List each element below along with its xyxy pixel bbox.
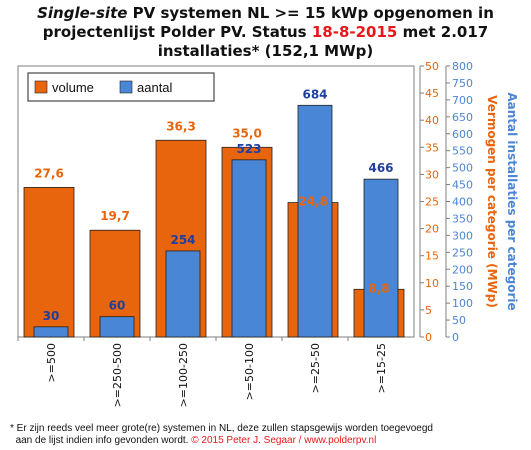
axis-aantal-tick-label: 550: [452, 145, 473, 158]
legend-label-volume: volume: [52, 80, 94, 95]
footnote-line-1: * Er zijn reeds veel meer grote(re) syst…: [10, 423, 433, 434]
axis-volume-tick-label: 5: [425, 304, 432, 317]
footnote: * Er zijn reeds veel meer grote(re) syst…: [10, 423, 525, 447]
legend-swatch-aantal: [119, 80, 133, 94]
axis-aantal-tick-label: 750: [452, 77, 473, 90]
x-tick-label: >=50-100: [243, 343, 256, 400]
axis-volume-tick-label: 40: [425, 114, 439, 127]
axis-volume-tick-label: 30: [425, 168, 439, 181]
axis-aantal-tick-label: 150: [452, 280, 473, 293]
axis-aantal-tick-label: 450: [452, 179, 473, 192]
axis-aantal-tick-label: 200: [452, 263, 473, 276]
data-label-volume: 27,6: [34, 166, 64, 180]
axis-volume-tick-label: 25: [425, 196, 439, 209]
data-label-aantal: 466: [368, 161, 393, 175]
legend-swatch-volume: [34, 80, 48, 94]
data-label-volume: 19,7: [100, 209, 130, 223]
axis-volume-tick-label: 20: [425, 223, 439, 236]
axis-aantal-tick-label: 400: [452, 196, 473, 209]
bar-aantal: [99, 316, 135, 338]
axis-aantal-tick-label: 100: [452, 297, 473, 310]
axis-aantal-tick-label: 250: [452, 246, 473, 259]
footnote-line-2: aan de lijst indien info gevonden wordt.: [15, 435, 192, 446]
x-tick-label: >=500: [45, 343, 58, 382]
data-label-aantal: 684: [302, 87, 327, 101]
axis-volume-tick-label: 45: [425, 87, 439, 100]
title-date: 18-8-2015: [311, 23, 398, 41]
plot-area: [17, 65, 415, 338]
data-label-volume: 8,8: [368, 281, 389, 295]
axis-aantal-tick-label: 500: [452, 162, 473, 175]
data-label-aantal: 523: [236, 142, 261, 156]
bar-aantal: [165, 250, 201, 338]
data-label-aantal: 254: [170, 233, 195, 247]
axis-volume-title: Vermogen per categorie (MWp): [485, 95, 499, 308]
axis-aantal-title: Aantal installaties per categorie: [505, 92, 519, 310]
x-tick-label: >=15-25: [375, 343, 388, 393]
data-label-volume: 36,3: [166, 119, 196, 133]
bar-aantal: [297, 104, 333, 338]
title-tail-part: met 2.017 installaties* (152,1 MWp): [157, 23, 489, 60]
title-main-part: PV systemen NL >= 15 kWp opgenomen in pr…: [42, 4, 494, 41]
x-tick-label: >=250-500: [111, 343, 124, 407]
title-italic-part: Single-site: [37, 4, 128, 22]
bar-aantal: [231, 159, 267, 338]
axis-aantal-tick-label: 300: [452, 229, 473, 242]
bar-aantal: [363, 178, 399, 338]
footnote-copyright: © 2015 Peter J. Segaar / www.polderpv.nl: [191, 435, 377, 446]
axis-volume-tick-label: 0: [425, 331, 432, 344]
data-label-volume: 24,8: [298, 195, 328, 209]
axis-volume-tick-label: 35: [425, 141, 439, 154]
axis-aantal-tick-label: 700: [452, 94, 473, 107]
bar-volume: [23, 187, 75, 338]
axis-aantal-tick-label: 800: [452, 60, 473, 73]
axis-aantal-tick-label: 600: [452, 128, 473, 141]
x-tick-label: >=25-50: [309, 343, 322, 393]
axis-aantal-tick-label: 650: [452, 111, 473, 124]
axis-aantal-tick-label: 50: [452, 314, 466, 327]
data-label-aantal: 30: [43, 309, 60, 323]
axis-volume-tick-label: 15: [425, 250, 439, 263]
bar-aantal: [33, 326, 69, 338]
axis-aantal-tick-label: 350: [452, 212, 473, 225]
legend-label-aantal: aantal: [137, 80, 173, 95]
x-tick-label: >=100-250: [177, 343, 190, 407]
chart: 27,6 30 19,7 60 36,3 254 35,0 523 24,8 684 8,8 466 >…: [17, 60, 519, 407]
axis-aantal-tick-label: 0: [452, 331, 459, 344]
axis-volume-tick-label: 50: [425, 60, 439, 73]
chart-title: Single-site PV systemen NL >= 15 kWp opg…: [0, 4, 531, 61]
data-label-volume: 35,0: [232, 126, 262, 140]
axis-volume-tick-label: 10: [425, 277, 439, 290]
data-label-aantal: 60: [109, 299, 126, 313]
